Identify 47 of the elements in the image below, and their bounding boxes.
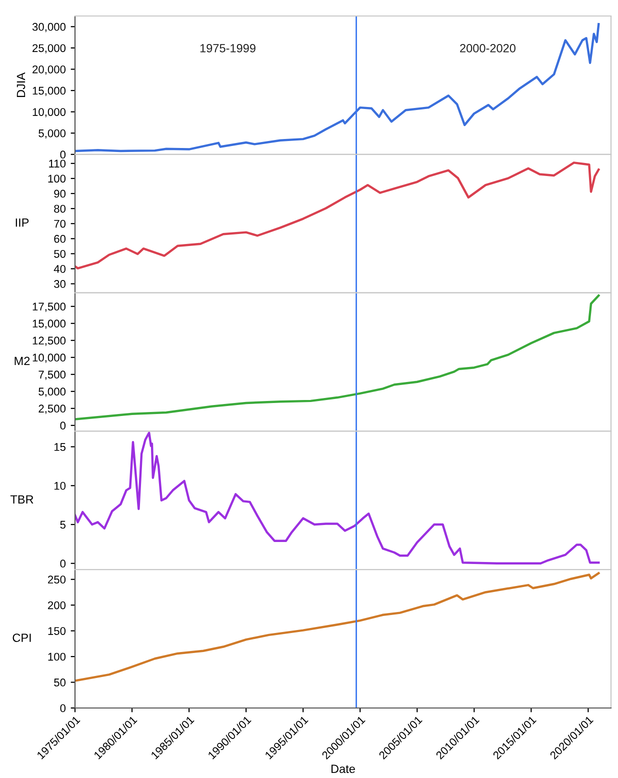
y-axis-title: IIP — [16, 218, 29, 227]
y-tick-label: 5,000 — [38, 388, 66, 397]
line-series — [75, 294, 600, 420]
y-tick-label: 200 — [48, 601, 66, 610]
y-tick-label: 150 — [48, 627, 66, 635]
y-tick-label: 30 — [54, 280, 66, 288]
y-tick-label: 100 — [48, 652, 66, 661]
y-tick-label: 12,500 — [32, 336, 66, 346]
y-axis-title: TBR — [10, 495, 34, 504]
y-tick-label: 0 — [60, 704, 66, 712]
y-axis-title: CPI — [12, 634, 31, 642]
line-series — [75, 162, 600, 270]
y-tick-label: 80 — [54, 204, 66, 213]
y-tick-label: 20,000 — [32, 66, 66, 75]
y-tick-label: 0 — [60, 422, 66, 430]
y-tick-label: 7,500 — [38, 370, 66, 380]
y-tick-label: 0 — [60, 150, 66, 159]
annotation: 2000-2020 — [460, 44, 516, 52]
y-tick-label: 5 — [60, 520, 66, 529]
y-tick-label: 250 — [48, 576, 66, 584]
y-tick-label: 10,000 — [32, 354, 66, 363]
line-series — [75, 22, 600, 152]
y-tick-label: 40 — [54, 265, 66, 273]
y-tick-label: 15,000 — [32, 86, 66, 96]
y-tick-label: 90 — [54, 190, 66, 198]
x-axis-title: Date — [332, 764, 355, 774]
y-tick-label: 10 — [54, 482, 66, 490]
y-tick-label: 50 — [54, 678, 66, 686]
y-axis-title: M2 — [14, 356, 30, 366]
y-tick-label: 100 — [48, 174, 66, 183]
line-series — [75, 572, 600, 682]
y-tick-label: 50 — [54, 250, 66, 258]
y-tick-label: 2,500 — [38, 404, 66, 414]
y-tick-label: 25,000 — [32, 44, 66, 54]
y-tick-label: 110 — [49, 160, 66, 168]
y-tick-label: 10,000 — [32, 108, 66, 118]
y-tick-label: 30,000 — [32, 22, 66, 32]
y-tick-label: 17,500 — [32, 302, 66, 312]
y-tick-label: 0 — [60, 560, 66, 568]
y-tick-label: 15,000 — [32, 320, 66, 329]
annotation: 1975-1999 — [200, 44, 256, 52]
y-tick-label: 5,000 — [38, 129, 66, 139]
y-axis-title: DJIA — [16, 72, 26, 98]
y-tick-label: 15 — [54, 443, 66, 451]
y-tick-label: 70 — [54, 220, 66, 228]
line-series — [75, 432, 600, 564]
y-tick-label: 60 — [54, 234, 66, 243]
